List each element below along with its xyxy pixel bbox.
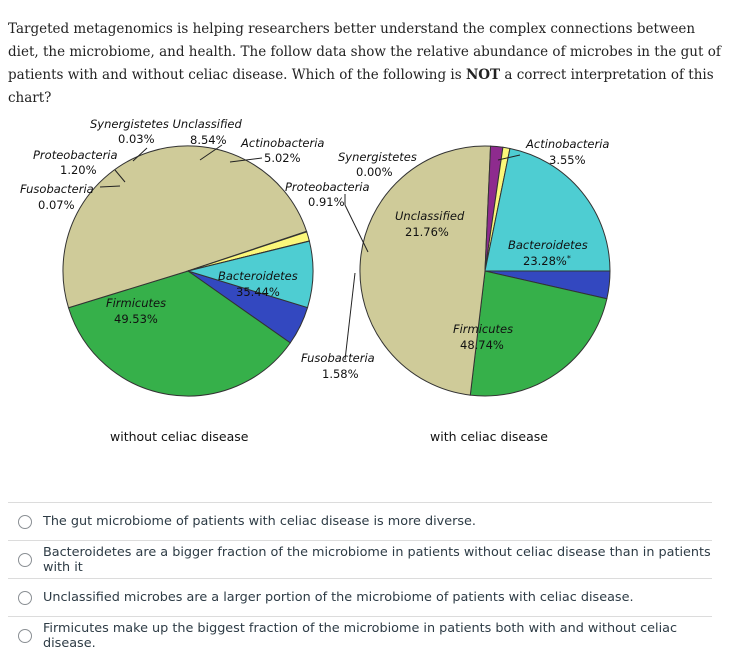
leader-unclassified-left — [199, 144, 223, 161]
label-synergistetes-unclassified: Synergistetes Unclassified — [90, 117, 242, 131]
value-actinobacteria-left: 5.02% — [264, 151, 301, 165]
pie-without-celiac — [62, 145, 314, 397]
slice-firmicutes-left — [62, 145, 308, 309]
leader-lines — [99, 144, 521, 361]
label-proteobacteria-right: Proteobacteria — [285, 180, 370, 194]
leader-fusobacteria-left — [99, 185, 121, 188]
slice-unclassified-left — [186, 240, 314, 309]
value-fusobacteria-right: 1.58% — [322, 367, 359, 381]
value-firmicutes-left: 49.53% — [114, 312, 158, 326]
value-firmicutes-right: 48.74% — [460, 338, 504, 352]
question-part2: a correct interpretation of this chart? — [8, 67, 714, 106]
option-4-text: Firmicutes make up the biggest fraction … — [43, 620, 678, 651]
value-bacteroidetes-right: 23.28%* — [523, 254, 571, 268]
leader-fusobacteria-right — [344, 272, 356, 361]
value-fusobacteria-left: 0.07% — [38, 198, 75, 212]
option-3[interactable]: Unclassified microbes are a larger porti… — [8, 578, 712, 616]
label-synergistetes-right: Synergistetes — [338, 150, 417, 164]
leader-actinobacteria-left — [229, 157, 263, 163]
slice-bacteroidetes-left — [67, 270, 291, 397]
option-4[interactable]: Firmicutes make up the biggest fraction … — [8, 616, 712, 654]
option-1[interactable]: The gut microbiome of patients with celi… — [8, 502, 712, 540]
label-bacteroidetes-left: Bacteroidetes — [218, 269, 298, 283]
option-3-text: Unclassified microbes are a larger porti… — [43, 590, 634, 605]
label-actinobacteria-right: Actinobacteria — [525, 137, 609, 151]
value-bacteroidetes-right-number: 23.28% — [523, 254, 567, 268]
slice-bacteroidetes-right — [469, 270, 608, 397]
question-part1: Targeted metagenomics is helping researc… — [8, 21, 721, 83]
label-actinobacteria-left: Actinobacteria — [240, 136, 324, 150]
leader-proteobacteria-right — [344, 204, 369, 253]
value-unclassified-left: 8.54% — [190, 133, 227, 147]
radio-button[interactable] — [18, 628, 32, 643]
label-firmicutes-right: Firmicutes — [453, 322, 513, 336]
label-bacteroidetes-right: Bacteroidetes — [508, 238, 588, 252]
label-proteobacteria-left: Proteobacteria — [33, 148, 118, 162]
question-emphasis: NOT — [465, 67, 501, 83]
leader-actinobacteria-right — [497, 154, 521, 161]
label-fusobacteria-right: Fusobacteria — [301, 351, 375, 365]
slice-unclassified-right — [484, 147, 611, 272]
option-2[interactable]: Bacteroidetes are a bigger fraction of t… — [8, 540, 712, 578]
value-unclassified-right: 21.76% — [405, 225, 449, 239]
label-unclassified-right: Unclassified — [395, 209, 465, 223]
pie-with-celiac — [359, 145, 611, 397]
value-proteobacteria-right: 0.91% — [308, 195, 345, 209]
leader-synergistetes-unclassified-left — [132, 147, 148, 162]
label-fusobacteria-left: Fusobacteria — [20, 182, 94, 196]
value-proteobacteria-left: 1.20% — [60, 163, 97, 177]
value-synergistetes-unclassified: 0.03% — [118, 132, 155, 146]
question-text: Targeted metagenomics is helping researc… — [8, 18, 723, 110]
value-bacteroidetes-left: 35.44% — [236, 285, 280, 299]
value-actinobacteria-right: 3.55% — [549, 153, 586, 167]
label-firmicutes-left: Firmicutes — [106, 296, 166, 310]
slice-firmicutes-right — [359, 145, 492, 396]
value-synergistetes-right: 0.00% — [356, 165, 393, 179]
option-1-text: The gut microbiome of patients with celi… — [43, 514, 476, 529]
radio-button[interactable] — [18, 552, 32, 567]
radio-button[interactable] — [18, 514, 32, 529]
option-2-text: Bacteroidetes are a bigger fraction of t… — [43, 544, 711, 575]
pie-charts: Synergistetes Unclassified 0.03% Proteob… — [20, 117, 611, 444]
caption-with-celiac: with celiac disease — [430, 429, 548, 444]
leader-proteobacteria-left — [114, 169, 126, 183]
caption-without-celiac: without celiac disease — [110, 429, 249, 444]
bacteroidetes-right-significance-mark: * — [567, 254, 571, 263]
answer-options: The gut microbiome of patients with celi… — [8, 502, 712, 654]
radio-button[interactable] — [18, 590, 32, 605]
